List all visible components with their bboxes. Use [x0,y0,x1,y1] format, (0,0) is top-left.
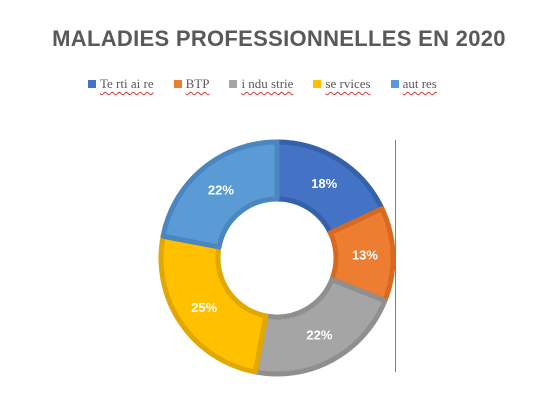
slice-services [158,233,269,375]
legend-swatch [173,80,182,88]
legend-item-autres: aut res [390,76,437,92]
data-label-services: 25% [191,300,217,315]
chart-title: MALADIES PROFESSIONNELLES EN 2020 [52,26,506,51]
legend-swatch [390,80,399,88]
legend-label: aut res [402,76,437,91]
legend-item-industrie: i ndu strie [229,76,293,92]
legend-swatch [88,80,96,88]
slice-industrie [252,277,388,377]
data-label-industrie: 22% [306,328,332,343]
legend-swatch [313,80,322,88]
legend-label: se rvices [325,76,371,91]
legend-label: i ndu strie [241,76,294,91]
legend-item-services: se rvices [313,76,371,92]
data-label-btp: 13% [352,248,378,263]
data-label-tertiaire: 18% [311,176,337,191]
legend-label: BTP [185,76,210,91]
chart-legend: Te rti ai re BTP i ndu strie se rvices a… [88,74,437,94]
legend-item-btp: BTP [173,76,210,92]
divider-line [395,140,396,372]
legend-swatch [229,80,238,88]
slice-autres [160,139,280,250]
legend-item-tertiaire: Te rti ai re [88,76,154,92]
legend-label: Te rti ai re [100,76,154,91]
data-label-autres: 22% [208,183,234,198]
